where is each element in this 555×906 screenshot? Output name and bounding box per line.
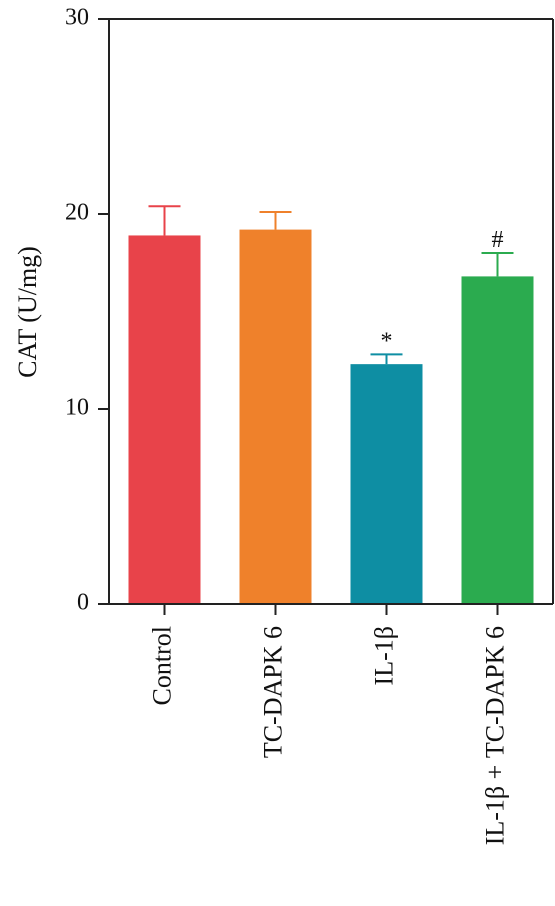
category-label: Control [147,626,176,705]
bar [461,276,534,604]
y-tick-label: 20 [65,200,89,226]
significance-marker: * [381,328,393,354]
category-label: IL-1β [369,626,398,685]
y-tick-label: 0 [77,590,89,616]
y-tick-label: 30 [65,5,89,31]
bar [350,364,423,604]
y-axis-title: CAT (U/mg) [13,246,42,378]
category-label: TC-DAPK 6 [258,626,287,758]
significance-marker: # [492,227,504,253]
category-label: IL-1β + TC-DAPK 6 [480,626,509,845]
y-tick-label: 10 [65,395,89,421]
y-ticks-group: 0 10 20 30 [65,5,109,616]
bars-group: *# [128,205,534,604]
bar [128,235,201,604]
bar [239,229,312,604]
category-labels-group: Control TC-DAPK 6 IL-1β IL-1β + TC-DAPK 6 [147,604,509,845]
